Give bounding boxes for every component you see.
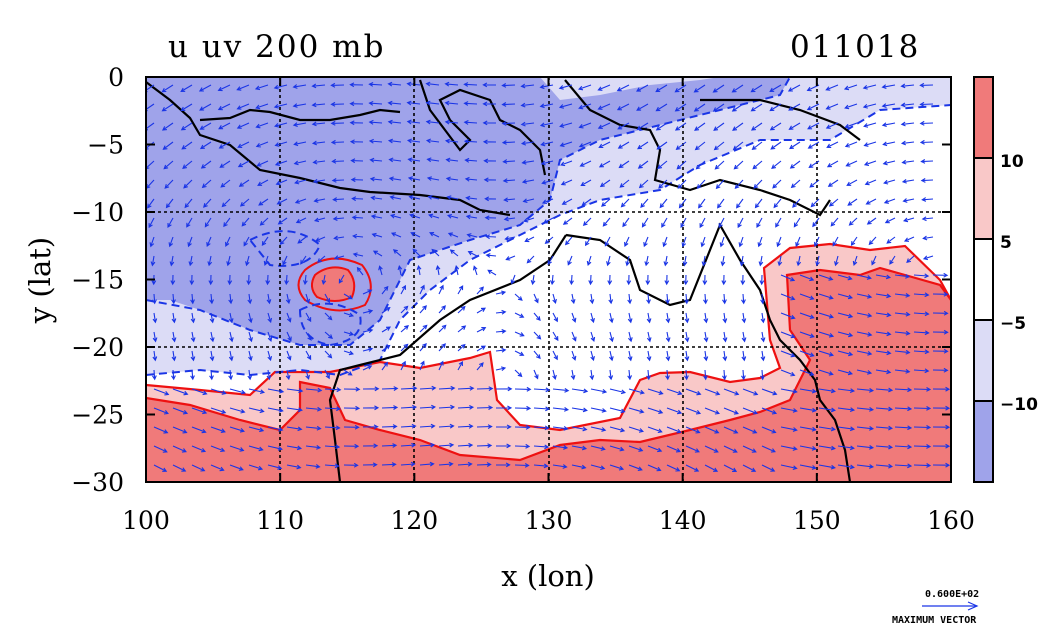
x-tick-label: 130	[525, 506, 573, 535]
x-axis-label: x (lon)	[501, 559, 595, 593]
plot-area	[146, 77, 951, 482]
colorbar-band-5-10	[974, 158, 993, 239]
colorbar-band-lt-m10	[974, 401, 993, 482]
y-tick-label: −20	[71, 333, 124, 362]
vector-key: 0.600E+02 MAXIMUM VECTOR	[892, 589, 979, 626]
colorbar-band-m10-m5	[974, 320, 993, 401]
vector-key-arrowhead	[967, 601, 979, 611]
y-tick-label: −15	[71, 266, 124, 295]
colorbar-band-neutral	[974, 239, 993, 320]
y-tick-label: −25	[71, 401, 124, 430]
colorbar-tick-label: 5	[1000, 233, 1012, 253]
wind-vectors	[146, 81, 951, 472]
y-axis-label: y (lat)	[23, 237, 57, 324]
chart-title: u uv 200 mb	[168, 29, 385, 65]
x-tick-label: 140	[659, 506, 707, 535]
x-tick-label: 160	[927, 506, 975, 535]
colorbar-tick-label: 10	[1000, 152, 1024, 172]
contour-pocket-outer	[297, 257, 372, 312]
colorbar-tick-label: −5	[1000, 314, 1026, 334]
y-tick-label: −10	[71, 198, 124, 227]
coastlines	[146, 79, 861, 482]
field-blue-region	[146, 77, 790, 345]
colorbar-band-gt10	[974, 77, 993, 158]
y-axis: 0 −5 −10 −15 −20 −25 −30	[71, 63, 951, 497]
y-tick-label: 0	[108, 63, 124, 92]
field-red-region	[146, 268, 951, 482]
x-tick-label: 120	[390, 506, 438, 535]
colorbar-tick-label: −10	[1000, 395, 1038, 415]
vector-key-caption: MAXIMUM VECTOR	[892, 615, 977, 626]
vector-key-value: 0.600E+02	[925, 589, 979, 600]
y-tick-label: −5	[87, 131, 124, 160]
wind-vector-arrows	[146, 81, 951, 472]
colorbar-frame	[973, 76, 994, 483]
y-tick-label: −30	[71, 468, 124, 497]
x-tick-label: 150	[793, 506, 841, 535]
x-axis: 100 110 120 130 140 150 160	[122, 77, 975, 535]
chart-date: 011018	[790, 29, 920, 65]
x-tick-label: 110	[256, 506, 304, 535]
x-tick-label: 100	[122, 506, 170, 535]
colorbar: 10 5 −5 −10	[973, 76, 1038, 483]
